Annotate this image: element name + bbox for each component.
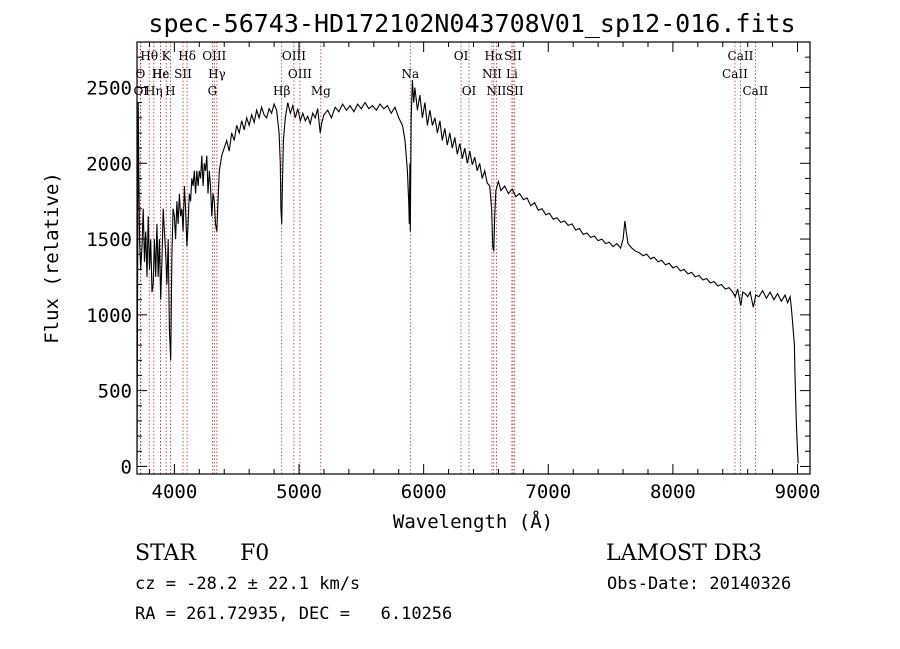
y-tick-label-1500: 1500 [86, 229, 132, 251]
object-class: STAR [135, 541, 197, 566]
ra-dec: RA = 261.72935, DEC = 6.10256 [135, 604, 452, 624]
spectral-line-label-24: Li [506, 67, 518, 81]
spectral-line-label-28: CaII [742, 84, 768, 98]
spectral-line-label-15: OIII [288, 67, 312, 81]
spectral-line-label-12: G [208, 84, 218, 98]
spectral-line-markers: HθHηOOIHεHeKHSIIHδOIIIHγGHβOIIIOIIIMgNaO… [133, 42, 769, 474]
survey-name: LAMOST DR3 [606, 541, 762, 566]
x-tick-label-4000: 4000 [152, 481, 198, 503]
spectral-line-label-23: SII [504, 49, 522, 63]
spectral-line-label-20: Hα [485, 49, 504, 63]
spectral-line-label-7: H [165, 84, 175, 98]
spectral-line-label-6: K [162, 49, 172, 63]
spectral-line-label-17: Na [401, 67, 419, 81]
spectral-line-label-27: CaII [728, 49, 754, 63]
x-tick-label-7000: 7000 [525, 481, 571, 503]
y-tick-label-0: 0 [121, 456, 132, 478]
y-tick-label-500: 500 [98, 381, 132, 403]
spectral-line-label-19: OI [462, 84, 477, 98]
object-subclass: F0 [240, 541, 269, 566]
spectral-line-label-13: Hβ [273, 84, 290, 98]
y-tick-label-1000: 1000 [86, 305, 132, 327]
spectral-line-label-22: NII [486, 84, 506, 98]
axis-ticks: 4000 5000 6000 7000 8000 9000 0 500 1000 1500 2000… [86, 42, 820, 503]
spectral-line-label-10: OIII [202, 49, 226, 63]
y-axis-label: Flux (relative) [41, 172, 63, 344]
plot-frame [136, 41, 811, 475]
chart-title: spec-56743-HD172102N043708V01_sp12-016.f… [148, 9, 795, 38]
y-tick-label-2000: 2000 [86, 153, 132, 175]
spectral-line-label-9: Hδ [178, 49, 196, 63]
spectral-line-label-18: OI [454, 49, 469, 63]
spectral-line-label-5: He [152, 67, 170, 81]
x-axis-label: Wavelength (Å) [393, 510, 553, 533]
spectral-line-label-25: SII [506, 84, 524, 98]
redshift-cz: cz = -28.2 ± 22.1 km/s [135, 574, 360, 594]
flux-series-line [136, 79, 799, 464]
x-tick-label-5000: 5000 [276, 481, 322, 503]
spectral-line-label-8: SII [174, 67, 192, 81]
spectral-line-label-26: CaII [722, 67, 748, 81]
x-tick-label-6000: 6000 [401, 481, 447, 503]
spectral-line-label-11: Hγ [208, 67, 226, 81]
spectral-line-label-3: OI [133, 84, 148, 98]
x-tick-label-9000: 9000 [775, 481, 821, 503]
spectral-line-label-21: NII [482, 67, 502, 81]
spectral-line-label-1: Hη [145, 84, 163, 98]
spectral-line-label-14: OIII [282, 49, 306, 63]
y-tick-label-2500: 2500 [86, 77, 132, 99]
spectral-line-label-16: Mg [311, 84, 331, 98]
obs-date: Obs-Date: 20140326 [607, 574, 791, 594]
spectral-line-label-0: Hθ [140, 49, 158, 63]
x-tick-label-8000: 8000 [650, 481, 696, 503]
